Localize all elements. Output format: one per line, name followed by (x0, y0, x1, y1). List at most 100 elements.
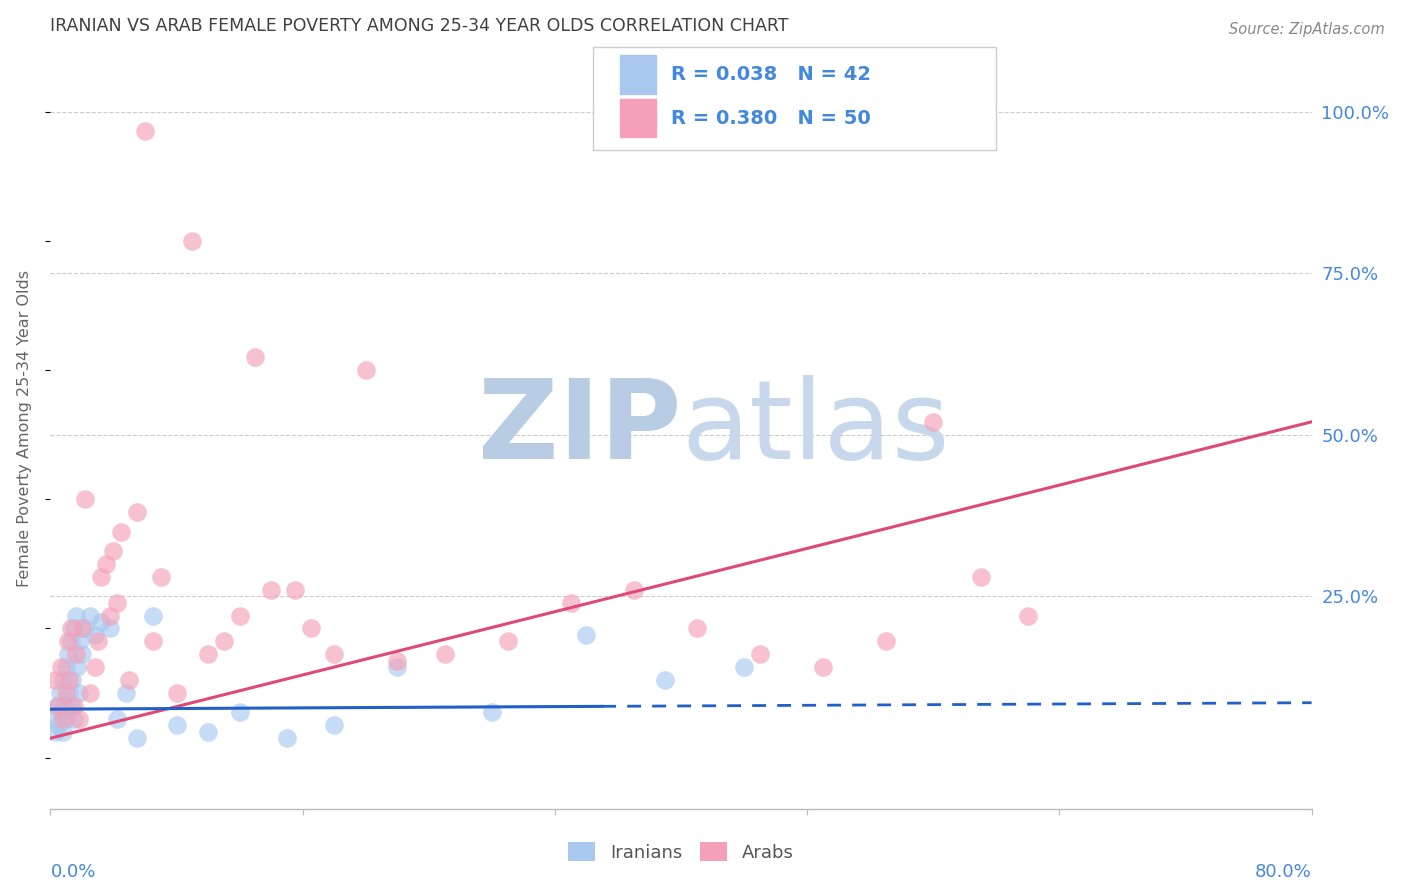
Text: R = 0.038   N = 42: R = 0.038 N = 42 (671, 65, 870, 84)
Point (51, 706, 73, 720)
Point (59, 634, 82, 648)
Point (65, 648, 87, 662)
Point (98, 622, 121, 636)
Point (228, 706, 250, 720)
Point (1017, 608, 1039, 623)
Point (44, 724, 66, 739)
Point (51, 660, 73, 674)
Point (969, 570, 991, 584)
Point (55, 712, 77, 726)
Point (98, 608, 121, 623)
Point (110, 524, 132, 539)
Point (55, 660, 77, 674)
Point (811, 660, 834, 674)
Point (103, 544, 125, 558)
Point (46, 698, 69, 713)
Point (66, 660, 89, 674)
Point (623, 582, 645, 597)
Point (127, 731, 149, 746)
Point (284, 582, 307, 597)
Point (42, 712, 65, 726)
Point (181, 234, 204, 248)
Point (105, 712, 128, 726)
Point (166, 686, 188, 700)
Point (94, 557, 117, 571)
Point (481, 706, 503, 720)
Point (387, 654, 409, 668)
FancyBboxPatch shape (620, 55, 655, 94)
Point (56, 634, 79, 648)
Point (67, 712, 90, 726)
Point (560, 596, 582, 610)
Point (686, 622, 709, 636)
Point (63, 698, 86, 713)
Point (276, 731, 298, 746)
Point (197, 724, 219, 739)
Point (245, 351, 267, 365)
Text: ZIP: ZIP (478, 375, 681, 482)
Point (197, 648, 219, 662)
Point (79, 686, 101, 700)
Text: IRANIAN VS ARAB FEMALE POVERTY AMONG 25-34 YEAR OLDS CORRELATION CHART: IRANIAN VS ARAB FEMALE POVERTY AMONG 25-… (51, 17, 789, 35)
FancyBboxPatch shape (620, 99, 655, 137)
Point (52, 673, 75, 687)
Point (58, 673, 80, 687)
Point (575, 628, 598, 642)
Point (59, 698, 82, 713)
Point (46, 718, 69, 732)
Point (52, 712, 75, 726)
Point (323, 648, 346, 662)
Point (83, 628, 105, 642)
Point (49, 686, 72, 700)
Point (127, 505, 149, 519)
Text: 80.0%: 80.0% (1256, 863, 1312, 880)
Point (134, 124, 156, 138)
Point (354, 363, 377, 377)
Text: 0.0%: 0.0% (51, 863, 96, 880)
Point (875, 634, 897, 648)
Point (63, 712, 86, 726)
Point (299, 622, 322, 636)
Point (496, 634, 519, 648)
Point (228, 608, 250, 623)
Point (142, 634, 165, 648)
Point (90, 570, 112, 584)
Legend: Iranians, Arabs: Iranians, Arabs (561, 835, 801, 869)
Text: R = 0.380   N = 50: R = 0.380 N = 50 (671, 109, 870, 128)
Point (115, 686, 138, 700)
Point (166, 718, 188, 732)
Point (70, 622, 93, 636)
Point (53, 698, 76, 713)
Point (63, 622, 86, 636)
Point (52, 724, 75, 739)
Point (45, 698, 67, 713)
Point (387, 660, 409, 674)
Point (62, 673, 84, 687)
FancyBboxPatch shape (593, 47, 997, 150)
Point (65, 608, 87, 623)
Point (212, 634, 235, 648)
Point (55, 686, 77, 700)
Point (149, 570, 172, 584)
Point (79, 608, 101, 623)
Point (75, 622, 97, 636)
Point (142, 608, 165, 623)
Point (433, 648, 456, 662)
Point (105, 596, 128, 610)
Point (58, 686, 80, 700)
Point (67, 686, 90, 700)
Y-axis label: Female Poverty Among 25-34 Year Olds: Female Poverty Among 25-34 Year Olds (17, 269, 32, 587)
Point (86, 634, 108, 648)
Point (56, 648, 79, 662)
Point (748, 648, 770, 662)
Point (733, 660, 755, 674)
Text: atlas: atlas (681, 375, 949, 482)
Point (44, 673, 66, 687)
Point (90, 615, 112, 629)
Point (118, 673, 141, 687)
Point (69, 634, 91, 648)
Point (70, 648, 93, 662)
Text: Source: ZipAtlas.com: Source: ZipAtlas.com (1229, 22, 1385, 37)
Point (75, 492, 97, 507)
Point (59, 622, 82, 636)
